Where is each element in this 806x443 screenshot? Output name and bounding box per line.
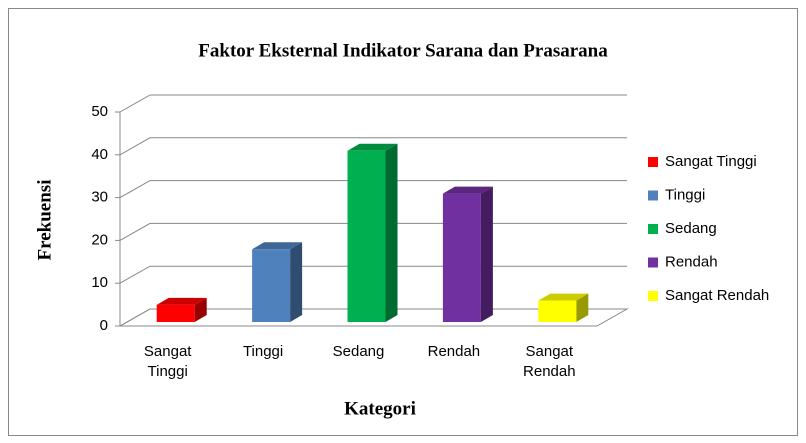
bar-top — [538, 293, 589, 301]
bar-top — [347, 143, 398, 151]
bar — [347, 150, 386, 322]
bar-side — [480, 186, 493, 322]
chart-frame — [8, 8, 798, 436]
x-axis-label: Kategori — [344, 398, 416, 419]
grid-line — [119, 180, 627, 199]
y-tick-label: 30 — [91, 189, 108, 206]
chart-title: Faktor Eksternal Indikator Sarana dan Pr… — [198, 40, 608, 61]
y-tick-label: 0 — [100, 317, 108, 334]
legend-label: Sangat Rendah — [665, 287, 769, 304]
x-tick-label: Tinggi — [242, 343, 284, 360]
x-tick-label: Sedang — [332, 343, 385, 360]
legend-swatch — [648, 224, 658, 234]
legend-label: Sangat Tinggi — [665, 153, 757, 170]
bar-top — [156, 297, 207, 305]
legend-label: Tinggi — [665, 186, 705, 203]
x-tick-label: Sangat Tinggi — [143, 343, 192, 380]
legend-swatch — [648, 157, 658, 167]
bar — [538, 300, 577, 322]
bar — [252, 249, 291, 322]
legend-label: Rendah — [665, 253, 718, 270]
bar — [442, 193, 481, 322]
y-axis-label: Frekuensi — [34, 180, 55, 261]
grid-line — [119, 137, 627, 156]
bar-side — [385, 143, 398, 322]
legend-swatch — [648, 190, 658, 201]
bar-top — [442, 186, 493, 194]
grid-line — [119, 94, 627, 113]
legend-swatch — [648, 257, 658, 268]
bar-side — [194, 297, 207, 322]
legend-label: Sedang — [665, 220, 717, 237]
y-tick-label: 10 — [91, 274, 108, 291]
legend-swatch — [648, 291, 658, 301]
y-tick-label: 40 — [91, 146, 108, 163]
bar — [156, 304, 195, 322]
bar-side — [290, 242, 303, 322]
y-tick-label: 50 — [91, 103, 108, 120]
x-tick-label: Rendah — [427, 343, 481, 360]
bar-side — [576, 293, 589, 322]
x-tick-label: Sangat Rendah — [523, 343, 576, 380]
bar-top — [252, 242, 303, 250]
y-tick-label: 20 — [91, 231, 108, 248]
